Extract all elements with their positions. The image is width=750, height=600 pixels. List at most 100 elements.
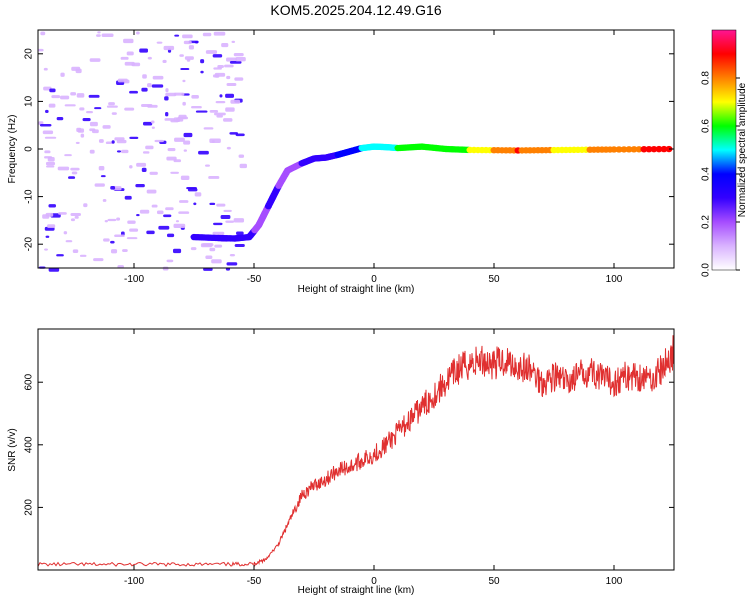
noise-speckle — [209, 202, 216, 206]
snr-x-axis-label: Height of straight line (km) — [298, 585, 415, 596]
noise-speckle — [124, 107, 135, 111]
noise-speckle — [226, 262, 238, 266]
noise-speckle — [175, 220, 180, 223]
noise-speckle — [117, 265, 124, 269]
noise-speckle — [44, 136, 57, 139]
noise-speckle — [165, 92, 177, 97]
noise-speckle — [127, 220, 136, 224]
noise-speckle — [151, 84, 164, 88]
noise-speckle — [220, 214, 231, 220]
snr-y-axis-label: SNR (v/v) — [7, 428, 18, 471]
noise-speckle — [182, 34, 193, 39]
noise-speckle — [163, 45, 175, 51]
noise-speckle — [79, 107, 85, 111]
noise-speckle — [208, 175, 220, 179]
noise-speckle — [89, 121, 98, 127]
noise-speckle — [158, 225, 170, 230]
noise-speckle — [60, 72, 65, 77]
noise-speckle — [151, 204, 158, 208]
x-tick-label: 50 — [488, 274, 500, 285]
noise-speckle — [209, 138, 221, 143]
x-tick-label: 50 — [488, 576, 500, 587]
noise-speckle — [136, 162, 147, 167]
noise-speckle — [156, 210, 164, 215]
colorbar-gradient — [711, 29, 737, 271]
ridge-cell — [635, 146, 643, 153]
noise-speckle — [116, 217, 121, 221]
noise-speckle — [38, 48, 44, 52]
noise-speckle — [226, 82, 237, 87]
spectrogram-x-ticks: -100 -50 0 50 100 — [124, 30, 623, 285]
spectrogram-marks — [38, 31, 673, 272]
x-tick-label: 100 — [606, 576, 623, 587]
noise-speckle — [126, 51, 134, 56]
snr-panel: -100 -50 0 50 100 200 400 600 Height of straig… — [7, 328, 675, 596]
spectrogram-y-ticks: -20 -10 0 10 20 — [24, 48, 674, 251]
noise-speckle — [142, 74, 147, 79]
noise-speckle — [74, 215, 79, 219]
ridge-cell — [610, 146, 618, 153]
noise-speckle — [116, 150, 122, 153]
ridge-cell — [620, 146, 628, 153]
noise-speckle — [107, 218, 117, 222]
noise-speckle — [173, 248, 182, 254]
noise-speckle — [186, 187, 197, 190]
figure-title: KOM5.2025.204.12.49.G16 — [270, 2, 441, 18]
noise-speckle — [174, 34, 180, 37]
noise-speckle — [225, 220, 235, 223]
noise-speckle — [136, 31, 140, 35]
noise-speckle — [49, 88, 56, 93]
noise-speckle — [224, 64, 234, 68]
ridge-cell — [645, 145, 653, 153]
noise-speckle — [163, 214, 172, 218]
noise-speckle — [226, 146, 231, 150]
noise-speckle — [120, 56, 129, 60]
colorbar-tick-label: 0.8 — [701, 71, 712, 85]
noise-speckle — [122, 249, 128, 253]
noise-speckle — [114, 234, 125, 238]
noise-speckle — [47, 224, 56, 229]
ridge-cell — [655, 145, 663, 153]
noise-speckle — [211, 259, 222, 264]
y-tick-label: 400 — [24, 436, 35, 453]
colorbar-tick-label: 0.4 — [701, 167, 712, 181]
noise-speckle — [93, 258, 104, 262]
noise-speckle — [71, 171, 78, 175]
noise-speckle — [76, 93, 85, 98]
colorbar-label: Normalized spectral amplitude — [737, 82, 748, 217]
noise-speckle — [229, 132, 239, 135]
noise-speckle — [147, 83, 152, 88]
y-tick-label: 10 — [24, 95, 35, 107]
noise-speckle — [180, 67, 190, 70]
noise-speckle — [110, 185, 116, 190]
noise-speckle — [83, 203, 88, 208]
noise-speckle — [48, 103, 56, 108]
noise-speckle — [141, 87, 148, 92]
noise-speckle — [202, 243, 214, 247]
noise-speckle — [233, 53, 244, 57]
y-tick-label: 600 — [24, 373, 35, 390]
noise-speckle — [92, 129, 99, 134]
noise-speckle — [195, 110, 208, 113]
noise-speckle — [179, 200, 189, 203]
noise-speckle — [111, 112, 117, 115]
noise-speckle — [223, 209, 232, 212]
noise-speckle — [60, 95, 70, 100]
colorbar-ticks: 0.0 0.2 0.4 0.6 0.8 — [701, 71, 740, 277]
noise-speckle — [129, 136, 139, 139]
noise-speckle — [57, 166, 70, 171]
noise-speckle — [39, 123, 52, 127]
y-tick-label: 0 — [24, 146, 35, 152]
noise-speckle — [200, 70, 204, 74]
noise-speckle — [142, 121, 153, 126]
noise-speckle — [47, 157, 55, 162]
noise-speckle — [86, 111, 93, 114]
noise-speckle — [89, 149, 95, 154]
noise-speckle — [203, 127, 214, 130]
noise-speckle — [234, 244, 245, 248]
noise-speckle — [68, 176, 76, 179]
noise-speckle — [214, 112, 226, 116]
noise-speckle — [108, 102, 115, 106]
ridge-cell — [660, 145, 668, 153]
